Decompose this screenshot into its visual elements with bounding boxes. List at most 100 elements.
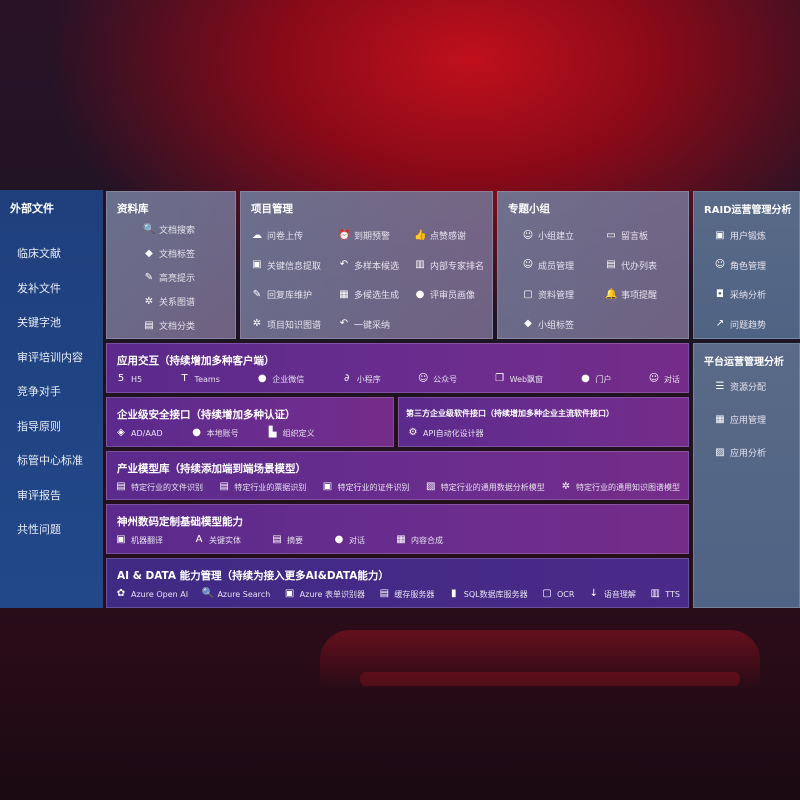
panel-third-party-interface: 第三方企业级软件接口（持续增加多种企业主流软件接口） ⚙ API自动化设计器 xyxy=(398,397,689,447)
group-item[interactable]: ☺ 成员管理 xyxy=(522,259,574,272)
document-category-icon: ▤ xyxy=(144,319,154,331)
add-user-icon: ☺ xyxy=(522,259,534,270)
project-item[interactable]: ✲ 项目知识图谱 xyxy=(251,318,321,331)
library-item[interactable]: 🔍 文档搜索 xyxy=(143,223,196,237)
industry-item[interactable]: ▣ 特定行业的证件识别 xyxy=(322,481,410,493)
project-item[interactable]: ☁ 问卷上传 xyxy=(251,229,303,243)
group-item[interactable]: ▤ 代办列表 xyxy=(605,259,657,272)
sidebar-item[interactable]: 发补文件 xyxy=(17,281,61,295)
industry-item[interactable]: ▤ 特定行业的票据识别 xyxy=(218,481,307,493)
sidebar-item[interactable]: 指导原则 xyxy=(17,419,61,433)
platform-item[interactable]: ▨ 应用分析 xyxy=(714,446,766,460)
sidebar-item[interactable]: 审评报告 xyxy=(17,488,61,502)
translate-icon: ▣ xyxy=(116,534,126,545)
aidata-item[interactable]: ▮ SQL数据库服务器 xyxy=(448,588,528,600)
group-item[interactable]: ▭ 留言板 xyxy=(605,229,649,243)
raid-item[interactable]: ◘ 采纳分析 xyxy=(714,288,766,302)
library-item[interactable]: ◆ 文档标签 xyxy=(143,247,196,261)
platform-item[interactable]: ▦ 应用管理 xyxy=(714,413,766,427)
item-label: API自动化设计器 xyxy=(423,428,484,438)
aidata-item[interactable]: ▣ Azure 表单识别器 xyxy=(284,588,365,600)
item-label: H5 xyxy=(131,374,143,384)
aidata-item[interactable]: 🔍 Azure Search xyxy=(201,588,270,600)
panel-title: 应用交互（持续增加多种客户端） xyxy=(117,355,275,367)
raid-item[interactable]: ▣ 用户锻炼 xyxy=(714,229,767,243)
users-icon: ☺ xyxy=(714,259,726,270)
panel-raid-analysis: RAID运营管理分析 ▣ 用户锻炼 ☺ 角色管理 ◘ 采纳分析 ↗ 问题趋势 xyxy=(693,191,800,339)
library-item[interactable]: ✎ 高亮提示 xyxy=(143,271,195,285)
project-item[interactable]: ● 评审员画像 xyxy=(414,288,475,302)
industry-item[interactable]: ▤ 特定行业的文件识别 xyxy=(115,481,203,493)
group-item[interactable]: 🔔 事项提醒 xyxy=(605,288,658,302)
sidebar-item[interactable]: 审评培训内容 xyxy=(17,350,83,364)
clipboard-icon: ▤ xyxy=(606,259,616,270)
security-item[interactable]: ◈ AD/AAD xyxy=(115,427,163,439)
group-item[interactable]: ☺ 小组建立 xyxy=(522,229,574,243)
item-label: SQL数据库服务器 xyxy=(463,589,528,599)
receipt-icon: ▤ xyxy=(219,481,229,492)
sidebar-item[interactable]: 关键字池 xyxy=(17,316,61,329)
raid-item[interactable]: ↗ 问题趋势 xyxy=(714,318,766,331)
item-label: 文档标签 xyxy=(159,250,196,260)
library-item[interactable]: ▤ 文档分类 xyxy=(143,319,195,333)
interaction-item[interactable]: T Teams xyxy=(179,373,219,385)
aidata-item[interactable]: ↓ 语音理解 xyxy=(588,588,636,600)
group-item[interactable]: ▢ 资料管理 xyxy=(522,288,574,302)
interaction-item[interactable]: ∂ 小程序 xyxy=(341,373,381,385)
security-item[interactable]: ● 本地账号 xyxy=(191,427,238,439)
foundation-item[interactable]: ● 对话 xyxy=(333,534,365,546)
foundation-item[interactable]: ▦ 内容合成 xyxy=(395,534,443,546)
sidebar-item[interactable]: 标管中心标准 xyxy=(17,454,83,467)
interaction-item[interactable]: ● 企业微信 xyxy=(256,373,304,385)
thirdparty-item[interactable]: ⚙ API自动化设计器 xyxy=(407,427,484,439)
project-item[interactable]: ↶ 多样本候选 xyxy=(338,259,399,272)
aidata-item[interactable]: ✿ Azure Open AI xyxy=(115,588,188,600)
panel-title: 第三方企业级软件接口（持续增加多种企业主流软件接口） xyxy=(406,409,614,418)
graph-icon: ✲ xyxy=(252,318,262,329)
panel-ai-data: AI & DATA 能力管理（持续为接入更多AI&DATA能力） ✿ Azure O… xyxy=(106,558,689,608)
interaction-item[interactable]: ☺ 对话 xyxy=(648,373,680,385)
highlight-pen-icon: ✎ xyxy=(144,271,154,283)
project-item[interactable]: ⏰ 到期预警 xyxy=(338,229,390,243)
openai-icon: ✿ xyxy=(116,588,126,599)
project-item[interactable]: ▦ 多候选生成 xyxy=(338,288,399,302)
interaction-item[interactable]: ❐ Web飘窗 xyxy=(494,373,543,385)
project-item[interactable]: 👍 点赞感谢 xyxy=(414,229,466,243)
group-item[interactable]: ◆ 小组标签 xyxy=(522,318,574,331)
library-item[interactable]: ✲ 关系图谱 xyxy=(143,295,196,309)
interaction-item[interactable]: ☺ 公众号 xyxy=(417,373,457,385)
project-item[interactable]: ↶ 一键采纳 xyxy=(338,318,390,331)
aidata-item[interactable]: ▤ 缓存服务器 xyxy=(378,588,435,600)
foundation-item[interactable]: ▣ 机器翻译 xyxy=(115,534,163,546)
item-label: 文档搜索 xyxy=(159,226,196,236)
alarm-icon: ⏰ xyxy=(338,229,351,241)
item-label: 事项提醒 xyxy=(621,291,658,301)
foundation-item[interactable]: ▤ 摘要 xyxy=(271,534,303,546)
project-item[interactable]: ✎ 回复库维护 xyxy=(251,288,312,302)
interaction-item[interactable]: 5 H5 xyxy=(115,373,142,385)
item-label: 缓存服务器 xyxy=(394,589,435,599)
item-label: 关系图谱 xyxy=(159,298,196,308)
industry-item[interactable]: ▧ 特定行业的通用数据分析模型 xyxy=(425,481,545,493)
sidebar-item[interactable]: 临床文献 xyxy=(17,247,61,260)
panel-title: AI & DATA 能力管理（持续为接入更多AI&DATA能力） xyxy=(117,570,389,582)
graph-icon: ✲ xyxy=(144,295,154,307)
industry-item[interactable]: ✲ 特定行业的通用知识图谱模型 xyxy=(560,481,680,493)
ocr-icon: ▢ xyxy=(542,588,552,599)
raid-item[interactable]: ☺ 角色管理 xyxy=(714,259,766,272)
foundation-item[interactable]: A 关键实体 xyxy=(193,534,241,546)
item-label: 留言板 xyxy=(621,232,649,242)
interaction-item[interactable]: ● 门户 xyxy=(580,373,611,385)
panel-platform-analysis: 平台运营管理分析 ☰ 资源分配 ▦ 应用管理 ▨ 应用分析 xyxy=(693,343,800,608)
item-label: 用户锻炼 xyxy=(730,232,767,242)
project-item[interactable]: ▣ 关键信息提取 xyxy=(251,259,321,272)
sidebar-item[interactable]: 共性问题 xyxy=(17,523,61,536)
form-recognizer-icon: ▣ xyxy=(284,588,295,599)
security-item[interactable]: ▙ 组织定义 xyxy=(267,427,315,439)
project-item[interactable]: ▥ 内部专家排名 xyxy=(414,259,484,272)
sidebar-item[interactable]: 竞争对手 xyxy=(17,385,61,398)
aidata-item[interactable]: ▥ TTS xyxy=(649,588,680,600)
graph-icon: ✲ xyxy=(561,481,571,492)
platform-item[interactable]: ☰ 资源分配 xyxy=(714,380,767,394)
aidata-item[interactable]: ▢ OCR xyxy=(541,588,574,600)
